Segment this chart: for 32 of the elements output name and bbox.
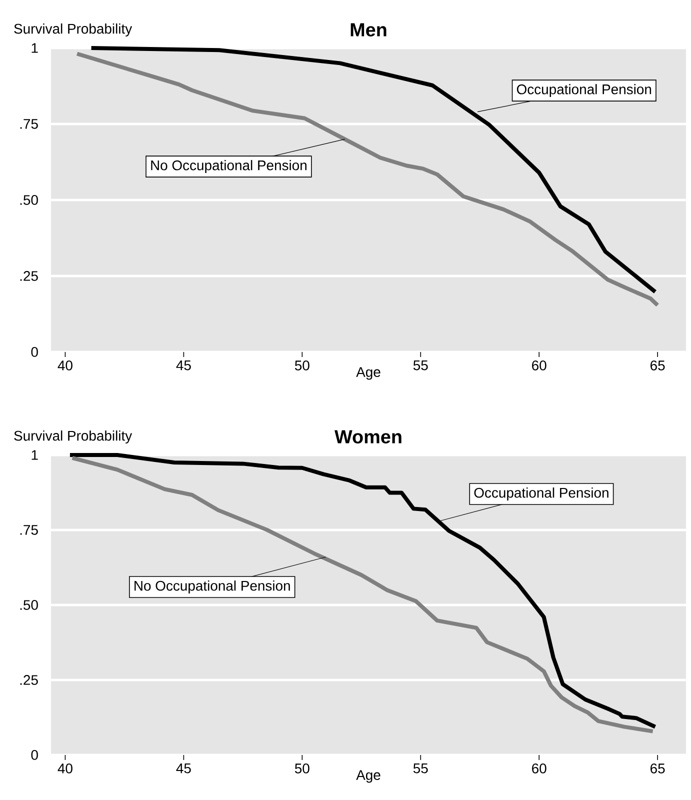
x-tick-label: 60 <box>532 764 546 774</box>
x-tick-label: 50 <box>294 764 310 774</box>
y-tick-label: .50 <box>20 600 38 610</box>
y-tick-label: .50 <box>20 195 38 205</box>
x-axis-title: Age <box>356 367 380 380</box>
y-tick-label: 1 <box>32 43 38 53</box>
y-tick-label: .25 <box>20 675 38 685</box>
y-tick-label: .75 <box>20 525 38 535</box>
y-tick-label: 0 <box>31 750 38 760</box>
y-tick-label: 1 <box>32 450 38 460</box>
annotation: No Occupational Pension <box>151 160 306 174</box>
y-tick-label: .25 <box>20 271 38 281</box>
x-tick-label: 45 <box>176 764 191 774</box>
y-tick-label: 0 <box>31 347 38 357</box>
x-tick-label: 60 <box>532 360 546 370</box>
annotation: Occupational Pension <box>474 487 608 500</box>
annotation: Occupational Pension <box>516 84 652 98</box>
x-tick-label: 40 <box>58 764 72 774</box>
y-tick-label: .75 <box>20 119 38 129</box>
x-tick-label: 65 <box>650 764 665 774</box>
x-tick-label: 55 <box>413 360 428 370</box>
y-axis-title: Survival Probability <box>14 23 132 36</box>
annotation: No Occupational Pension <box>134 580 290 594</box>
x-tick-label: 45 <box>176 360 191 370</box>
x-tick-label: 40 <box>58 360 72 370</box>
y-axis-title: Survival Probability <box>14 430 132 444</box>
x-tick-label: 50 <box>294 360 310 370</box>
x-tick-label: 55 <box>413 764 428 774</box>
x-axis-title: Age <box>356 770 380 783</box>
x-tick-label: 65 <box>650 360 665 370</box>
chart-title: Men <box>350 23 386 36</box>
chart-title: Women <box>334 430 402 444</box>
